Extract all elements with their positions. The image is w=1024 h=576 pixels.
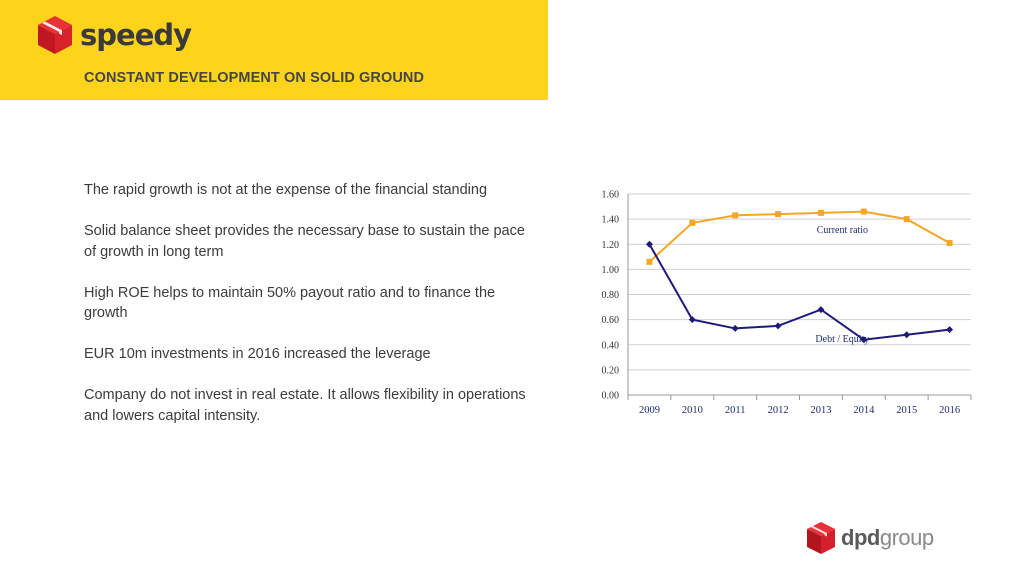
speedy-logo: speedy — [36, 14, 191, 56]
series-label: Current ratio — [817, 225, 868, 236]
speedy-cube-icon — [36, 14, 74, 56]
y-tick-label: 1.00 — [602, 265, 620, 276]
data-point — [818, 210, 824, 216]
data-point — [732, 212, 738, 218]
y-tick-label: 0.00 — [602, 391, 620, 402]
data-point — [904, 216, 910, 222]
x-tick-label: 2015 — [896, 405, 917, 416]
brand-name: speedy — [80, 18, 191, 52]
x-tick-label: 2010 — [682, 405, 703, 416]
y-tick-label: 1.60 — [602, 190, 620, 201]
y-tick-label: 0.20 — [602, 365, 620, 376]
series-line — [649, 244, 949, 339]
dpd-group-logo: dpdgroup — [806, 521, 934, 555]
y-tick-label: 0.80 — [602, 290, 620, 301]
x-tick-label: 2009 — [639, 405, 660, 416]
bullet-item: Company do not invest in real estate. It… — [84, 385, 534, 426]
data-point — [732, 325, 739, 332]
x-tick-label: 2013 — [810, 405, 831, 416]
bullet-item: The rapid growth is not at the expense o… — [84, 180, 534, 201]
data-point — [947, 240, 953, 246]
header-band: speedy CONSTANT DEVELOPMENT ON SOLID GRO… — [0, 0, 548, 100]
data-point — [775, 211, 781, 217]
bullet-item: High ROE helps to maintain 50% payout ra… — [84, 283, 534, 324]
x-tick-label: 2012 — [768, 405, 789, 416]
y-tick-label: 1.40 — [602, 215, 620, 226]
data-point — [689, 220, 695, 226]
data-point — [646, 259, 652, 265]
x-tick-label: 2014 — [853, 405, 875, 416]
data-point — [946, 326, 953, 333]
footer-brand-dpd: dpd — [841, 525, 880, 550]
series-label: Debt / Equity — [815, 334, 869, 345]
x-tick-label: 2011 — [725, 405, 746, 416]
footer-brand-group: group — [880, 525, 934, 550]
bullet-list: The rapid growth is not at the expense o… — [84, 180, 534, 447]
data-point — [861, 209, 867, 215]
y-tick-label: 1.20 — [602, 240, 620, 251]
dpd-cube-icon — [806, 521, 836, 555]
y-tick-label: 0.60 — [602, 315, 620, 326]
line-chart: 0.00 0.20 0.40 0.60 0.80 1.00 1.20 1.40 1.60 2009… — [580, 180, 980, 425]
page-title: CONSTANT DEVELOPMENT ON SOLID GROUND — [84, 70, 424, 86]
bullet-item: Solid balance sheet provides the necessa… — [84, 221, 534, 262]
footer-brand: dpdgroup — [841, 525, 934, 551]
data-point — [775, 322, 782, 329]
bullet-item: EUR 10m investments in 2016 increased th… — [84, 344, 534, 365]
y-tick-label: 0.40 — [602, 340, 620, 351]
x-tick-label: 2016 — [939, 405, 960, 416]
data-point — [903, 331, 910, 338]
